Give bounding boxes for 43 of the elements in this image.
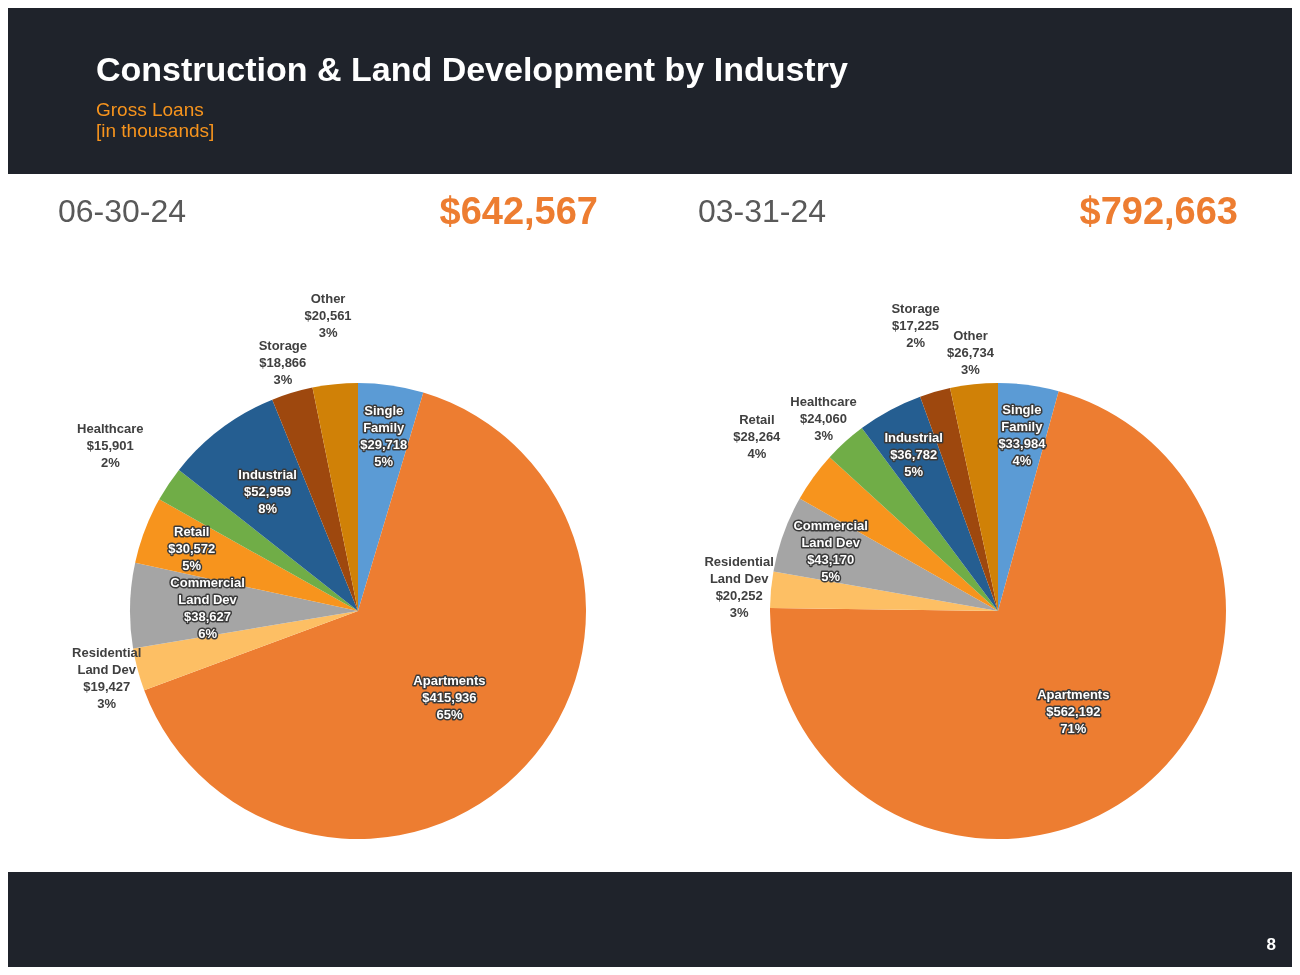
data-label: $43,170 5%: [807, 551, 855, 584]
data-label: $415,936 65%: [422, 689, 477, 722]
text: 8: [1266, 935, 1276, 955]
slice-label: Retail: [739, 411, 775, 427]
pie-slice: [950, 383, 998, 611]
data-label: $17,225 2%: [892, 317, 940, 350]
slice-label: Storage: [891, 300, 940, 316]
chart-title: Construction & Land Development by Industry: [96, 50, 848, 89]
slice-label: Apartments: [413, 672, 486, 688]
slice-label: Single Family: [1001, 401, 1044, 434]
data-label: $36,782 5%: [890, 446, 938, 479]
data-label: $20,252 3%: [715, 587, 763, 620]
pie-slice: [144, 392, 586, 839]
chart-subtitle: Gross Loans [in thousands]: [96, 99, 216, 141]
slice-label: Retail: [174, 523, 210, 539]
text: 03-31-24: [698, 192, 827, 230]
slice-label: Storage: [258, 337, 308, 353]
data-label: $18,866 3%: [259, 354, 307, 387]
data-label: $24,060 3%: [800, 410, 848, 443]
slice-label: Industrial: [238, 466, 297, 482]
slice-label: Residential Land Dev: [704, 553, 774, 586]
slice-label: Apartments: [1037, 686, 1110, 702]
text: $792,663: [1079, 189, 1238, 233]
slice-label: Healthcare: [77, 420, 144, 436]
pie-slice: [159, 469, 358, 611]
data-label: $15,901 2%: [86, 437, 134, 470]
text: $642,567: [439, 189, 598, 233]
data-label: $30,572 5%: [168, 540, 216, 573]
text: 06-30-24: [58, 192, 187, 230]
data-label: $562,192 71%: [1046, 703, 1101, 736]
pie-slice: [312, 383, 358, 611]
data-label: $20,561 3%: [304, 307, 352, 339]
pie-slice: [770, 571, 998, 611]
slice-label: Other: [953, 327, 988, 343]
slice-label: Single Family: [363, 402, 406, 435]
data-label: $19,427 3%: [83, 678, 131, 711]
data-label: $29,718 5%: [360, 436, 408, 469]
slice-label: Healthcare: [790, 393, 857, 409]
data-label: $38,627 6%: [184, 608, 232, 641]
data-label: $28,264 4%: [733, 428, 782, 461]
data-label: $52,959 8%: [244, 483, 292, 516]
slice-label: Other: [310, 290, 346, 305]
data-label: $26,734 3%: [947, 344, 995, 377]
